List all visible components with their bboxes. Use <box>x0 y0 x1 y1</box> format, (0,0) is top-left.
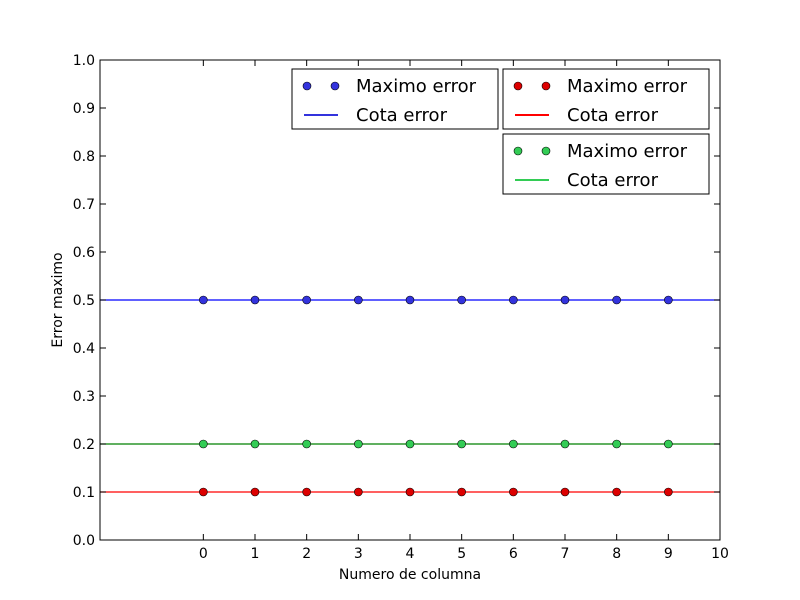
data-point <box>250 439 260 449</box>
y-tick-label: 0.6 <box>73 245 95 261</box>
x-tick-label: 3 <box>354 546 363 562</box>
legend-marker <box>541 146 551 156</box>
data-point <box>509 439 518 449</box>
data-point <box>250 295 260 305</box>
legend-marker <box>541 81 551 91</box>
y-tick-label: 0.2 <box>73 437 95 453</box>
legend-frame <box>502 68 710 130</box>
data-point <box>302 295 311 305</box>
legend-marker <box>513 146 523 156</box>
legends: Maximo error Cota error Maximo error Cota e… <box>291 68 710 195</box>
y-tick-label: 0.7 <box>73 197 95 213</box>
data-point <box>560 295 570 305</box>
legend-label: Cota error <box>567 105 659 126</box>
data-point <box>457 439 466 449</box>
x-tick-label: 1 <box>251 546 260 562</box>
y-tick-label: 0.5 <box>73 293 95 309</box>
data-point <box>302 439 311 449</box>
data-point <box>354 439 363 449</box>
legend-label: Cota error <box>356 105 448 126</box>
x-tick-label: 0 <box>199 546 208 562</box>
data-point <box>664 295 673 305</box>
legend-label: Maximo error <box>356 76 477 97</box>
data-point <box>457 487 466 497</box>
data-point <box>354 487 363 497</box>
y-tick-label: 1.0 <box>73 53 95 69</box>
y-tick-label: 0.4 <box>73 341 95 357</box>
data-point <box>664 487 673 497</box>
legend: Maximo error Cota error <box>291 68 499 130</box>
data-point <box>250 487 260 497</box>
x-tick-label: 5 <box>457 546 466 562</box>
data-point <box>457 295 466 305</box>
legend-marker <box>302 81 312 91</box>
data-point <box>560 439 570 449</box>
data-point <box>302 487 311 497</box>
x-tick-label: 9 <box>664 546 673 562</box>
data-point <box>199 439 208 449</box>
legend: Maximo error Cota error <box>502 68 710 130</box>
data-point <box>560 487 570 497</box>
data-point <box>405 487 415 497</box>
legend-frame <box>502 133 710 195</box>
legend-marker <box>513 81 523 91</box>
data-point <box>199 295 208 305</box>
legend-label: Maximo error <box>567 141 688 162</box>
data-point <box>612 487 621 497</box>
x-tick-label: 2 <box>302 546 311 562</box>
data-point <box>664 439 673 449</box>
y-tick-label: 0.9 <box>73 101 95 117</box>
y-tick-label: 0.0 <box>73 533 95 549</box>
x-tick-label: 7 <box>561 546 570 562</box>
y-axis-label: Error maximo <box>50 252 66 347</box>
series-points <box>199 295 673 497</box>
legend-label: Maximo error <box>567 76 688 97</box>
legend: Maximo error Cota error <box>502 133 710 195</box>
x-axis-label: Numero de columna <box>339 567 481 583</box>
x-tick-label: 6 <box>509 546 518 562</box>
y-tick-label: 0.8 <box>73 149 95 165</box>
legend-marker <box>330 81 340 91</box>
legend-label: Cota error <box>567 170 659 191</box>
legend-frame <box>291 68 499 130</box>
data-point <box>509 295 518 305</box>
y-tick-label: 0.1 <box>73 485 95 501</box>
data-point <box>354 295 363 305</box>
data-point <box>509 487 518 497</box>
data-point <box>405 295 415 305</box>
y-tick-label: 0.3 <box>73 389 95 405</box>
data-point <box>612 295 621 305</box>
data-point <box>199 487 208 497</box>
data-point <box>612 439 621 449</box>
x-tick-label: 10 <box>711 546 729 562</box>
x-tick-label: 8 <box>612 546 621 562</box>
axis-ticks: 0 1 2 3 4 5 6 7 8 9 10 0.0 0.1 0.2 0.3 0.4 0.5 0.6 0.7 0.8 0… <box>73 53 729 562</box>
data-point <box>405 439 415 449</box>
x-tick-label: 4 <box>406 546 415 562</box>
